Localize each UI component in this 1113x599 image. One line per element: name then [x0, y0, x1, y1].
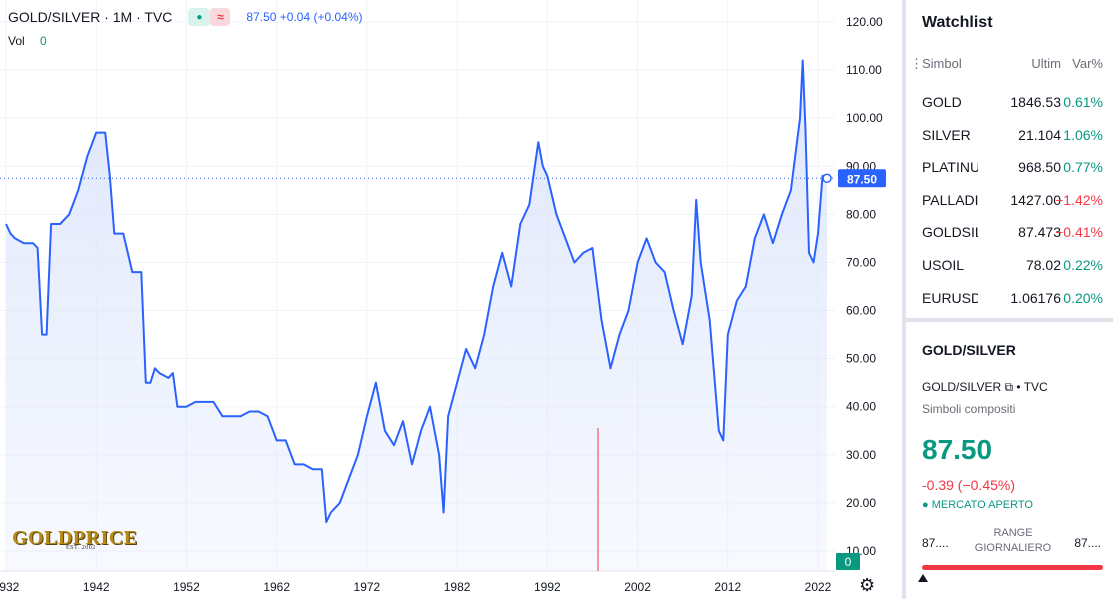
- watchlist-last: 87.473: [1018, 224, 1061, 241]
- chart-header: GOLD/SILVER · 1M · TVC ● ≈ 87.50 +0.04 (…: [8, 8, 363, 26]
- watchlist-change: 0.22%: [1063, 257, 1103, 273]
- y-tick-label: 40.00: [846, 400, 876, 414]
- column-header-symbol[interactable]: Simbol: [922, 56, 962, 71]
- watchlist-last: 78.02: [1025, 257, 1061, 273]
- watchlist-row[interactable]: GOLD 1846.53 0.61%: [906, 94, 1113, 126]
- watchlist-row[interactable]: EURUSD 1.06176 0.20%: [906, 290, 1113, 322]
- price-info: 87.50 +0.04 (+0.04%): [246, 10, 363, 24]
- details-description: Simboli compositi: [922, 402, 1016, 416]
- price-chart[interactable]: 120.00110.00100.0090.0080.0070.0060.0050…: [0, 0, 898, 599]
- watchlist-symbol: EURUSD: [922, 289, 978, 306]
- x-tick-label: 1962: [263, 580, 290, 594]
- watchlist-row[interactable]: GOLDSIL 87.473 −0.41%: [906, 224, 1113, 256]
- y-tick-label: 70.00: [846, 255, 876, 269]
- details-change: -0.39 (−0.45%): [922, 477, 1015, 493]
- watchlist-change: 0.61%: [1063, 94, 1103, 110]
- x-tick-label: 2022: [805, 580, 832, 594]
- last-price-label: 87.50: [847, 172, 877, 186]
- watchlist-symbol: USOIL: [922, 257, 965, 273]
- watchlist-symbol: SILVER: [922, 126, 971, 143]
- y-tick-label: 100.00: [846, 111, 883, 125]
- drag-handle-icon[interactable]: ⋮: [910, 56, 923, 71]
- market-status: ● MERCATO APERTO: [922, 499, 1033, 511]
- column-header-last[interactable]: Ultim: [1031, 56, 1061, 71]
- volume-tag: [836, 553, 860, 570]
- volume-legend: Vol 0: [8, 34, 47, 48]
- y-tick-label: 60.00: [846, 304, 876, 318]
- volume-label: Vol: [8, 34, 25, 48]
- goldprice-logo: GOLDPRICE: [12, 527, 138, 549]
- column-header-change[interactable]: Var%: [1072, 56, 1103, 71]
- goldprice-logo-sub: EST. 2002: [66, 545, 96, 551]
- last-price-tag: [838, 169, 886, 188]
- watchlist-change: 0.77%: [1063, 159, 1103, 176]
- gear-icon[interactable]: ⚙: [859, 575, 876, 595]
- volume-value: 0: [40, 34, 47, 48]
- x-tick-label: 1972: [354, 580, 381, 594]
- watchlist-row[interactable]: SILVER 21.104 1.06%: [906, 127, 1113, 159]
- last-price-dot: [822, 173, 832, 184]
- y-tick-label: 110.00: [846, 63, 882, 77]
- watchlist-last: 21.104: [1018, 126, 1061, 143]
- status-pills: ● ≈: [188, 8, 231, 26]
- watchlist-last: 1.06176: [1010, 289, 1061, 306]
- details-subtitle[interactable]: GOLD/SILVER ⧉ • TVC: [922, 380, 1048, 394]
- x-tick-label: 1992: [534, 580, 561, 594]
- divider: [906, 318, 1113, 322]
- x-tick-label: 1942: [83, 580, 110, 594]
- watchlist-last: 968.50: [1018, 159, 1061, 176]
- x-tick-label: 1952: [173, 580, 200, 594]
- watchlist-row[interactable]: USOIL 78.02 0.22%: [906, 257, 1113, 289]
- range-low: 87....: [922, 536, 949, 550]
- right-sidebar: Watchlist ⋮ Simbol Ultim Var% GOLD 1846.5…: [902, 0, 1113, 599]
- area-fill: [6, 60, 827, 571]
- x-tick-label: 2012: [714, 580, 741, 594]
- range-high: 87....: [1074, 536, 1101, 550]
- watchlist-last: 1846.53: [1010, 94, 1061, 110]
- watchlist-title[interactable]: Watchlist: [922, 14, 993, 31]
- volume-tag-label: 0: [845, 555, 852, 569]
- watchlist-change: 0.20%: [1063, 289, 1103, 306]
- watchlist-symbol: PLATINU: [922, 159, 978, 176]
- watchlist-change: −0.41%: [1055, 224, 1103, 241]
- watchlist-change: −1.42%: [1055, 191, 1103, 208]
- data-delay-icon[interactable]: ≈: [210, 8, 231, 26]
- watchlist-symbol: GOLDSIL: [922, 224, 978, 241]
- x-tick-label: 1932: [0, 580, 20, 594]
- watchlist-symbol: GOLD: [922, 94, 962, 110]
- chart-area[interactable]: 120.00 110.00 100.00 90.00 80.00 70.00 60.00 50…: [0, 0, 898, 599]
- price-line: [5, 59, 828, 524]
- watchlist-change: 1.06%: [1063, 126, 1103, 143]
- details-title[interactable]: GOLD/SILVER: [922, 342, 1016, 358]
- y-tick-label: 120.00: [846, 15, 883, 29]
- details-price: 87.50: [922, 434, 993, 465]
- x-tick-label: 2002: [624, 580, 651, 594]
- watchlist-symbol: PALLADI: [922, 191, 978, 208]
- range-label: RANGE GIORNALIERO: [974, 527, 1052, 554]
- symbol-title[interactable]: GOLD/SILVER · 1M · TVC: [8, 9, 173, 25]
- x-tick-label: 1982: [444, 580, 471, 594]
- range-bar: [922, 565, 1103, 570]
- y-tick-label: 30.00: [846, 448, 876, 462]
- watchlist-row[interactable]: PLATINU 968.50 0.77%: [906, 159, 1113, 191]
- range-marker-icon: [918, 574, 928, 582]
- market-open-icon[interactable]: ●: [188, 8, 211, 26]
- watchlist-row[interactable]: PALLADI 1427.00 −1.42%: [906, 192, 1113, 224]
- watchlist-last: 1427.00: [1010, 191, 1061, 208]
- y-tick-label: 50.00: [846, 352, 876, 366]
- y-tick-label: 20.00: [846, 496, 876, 510]
- y-tick-label: 80.00: [846, 207, 876, 221]
